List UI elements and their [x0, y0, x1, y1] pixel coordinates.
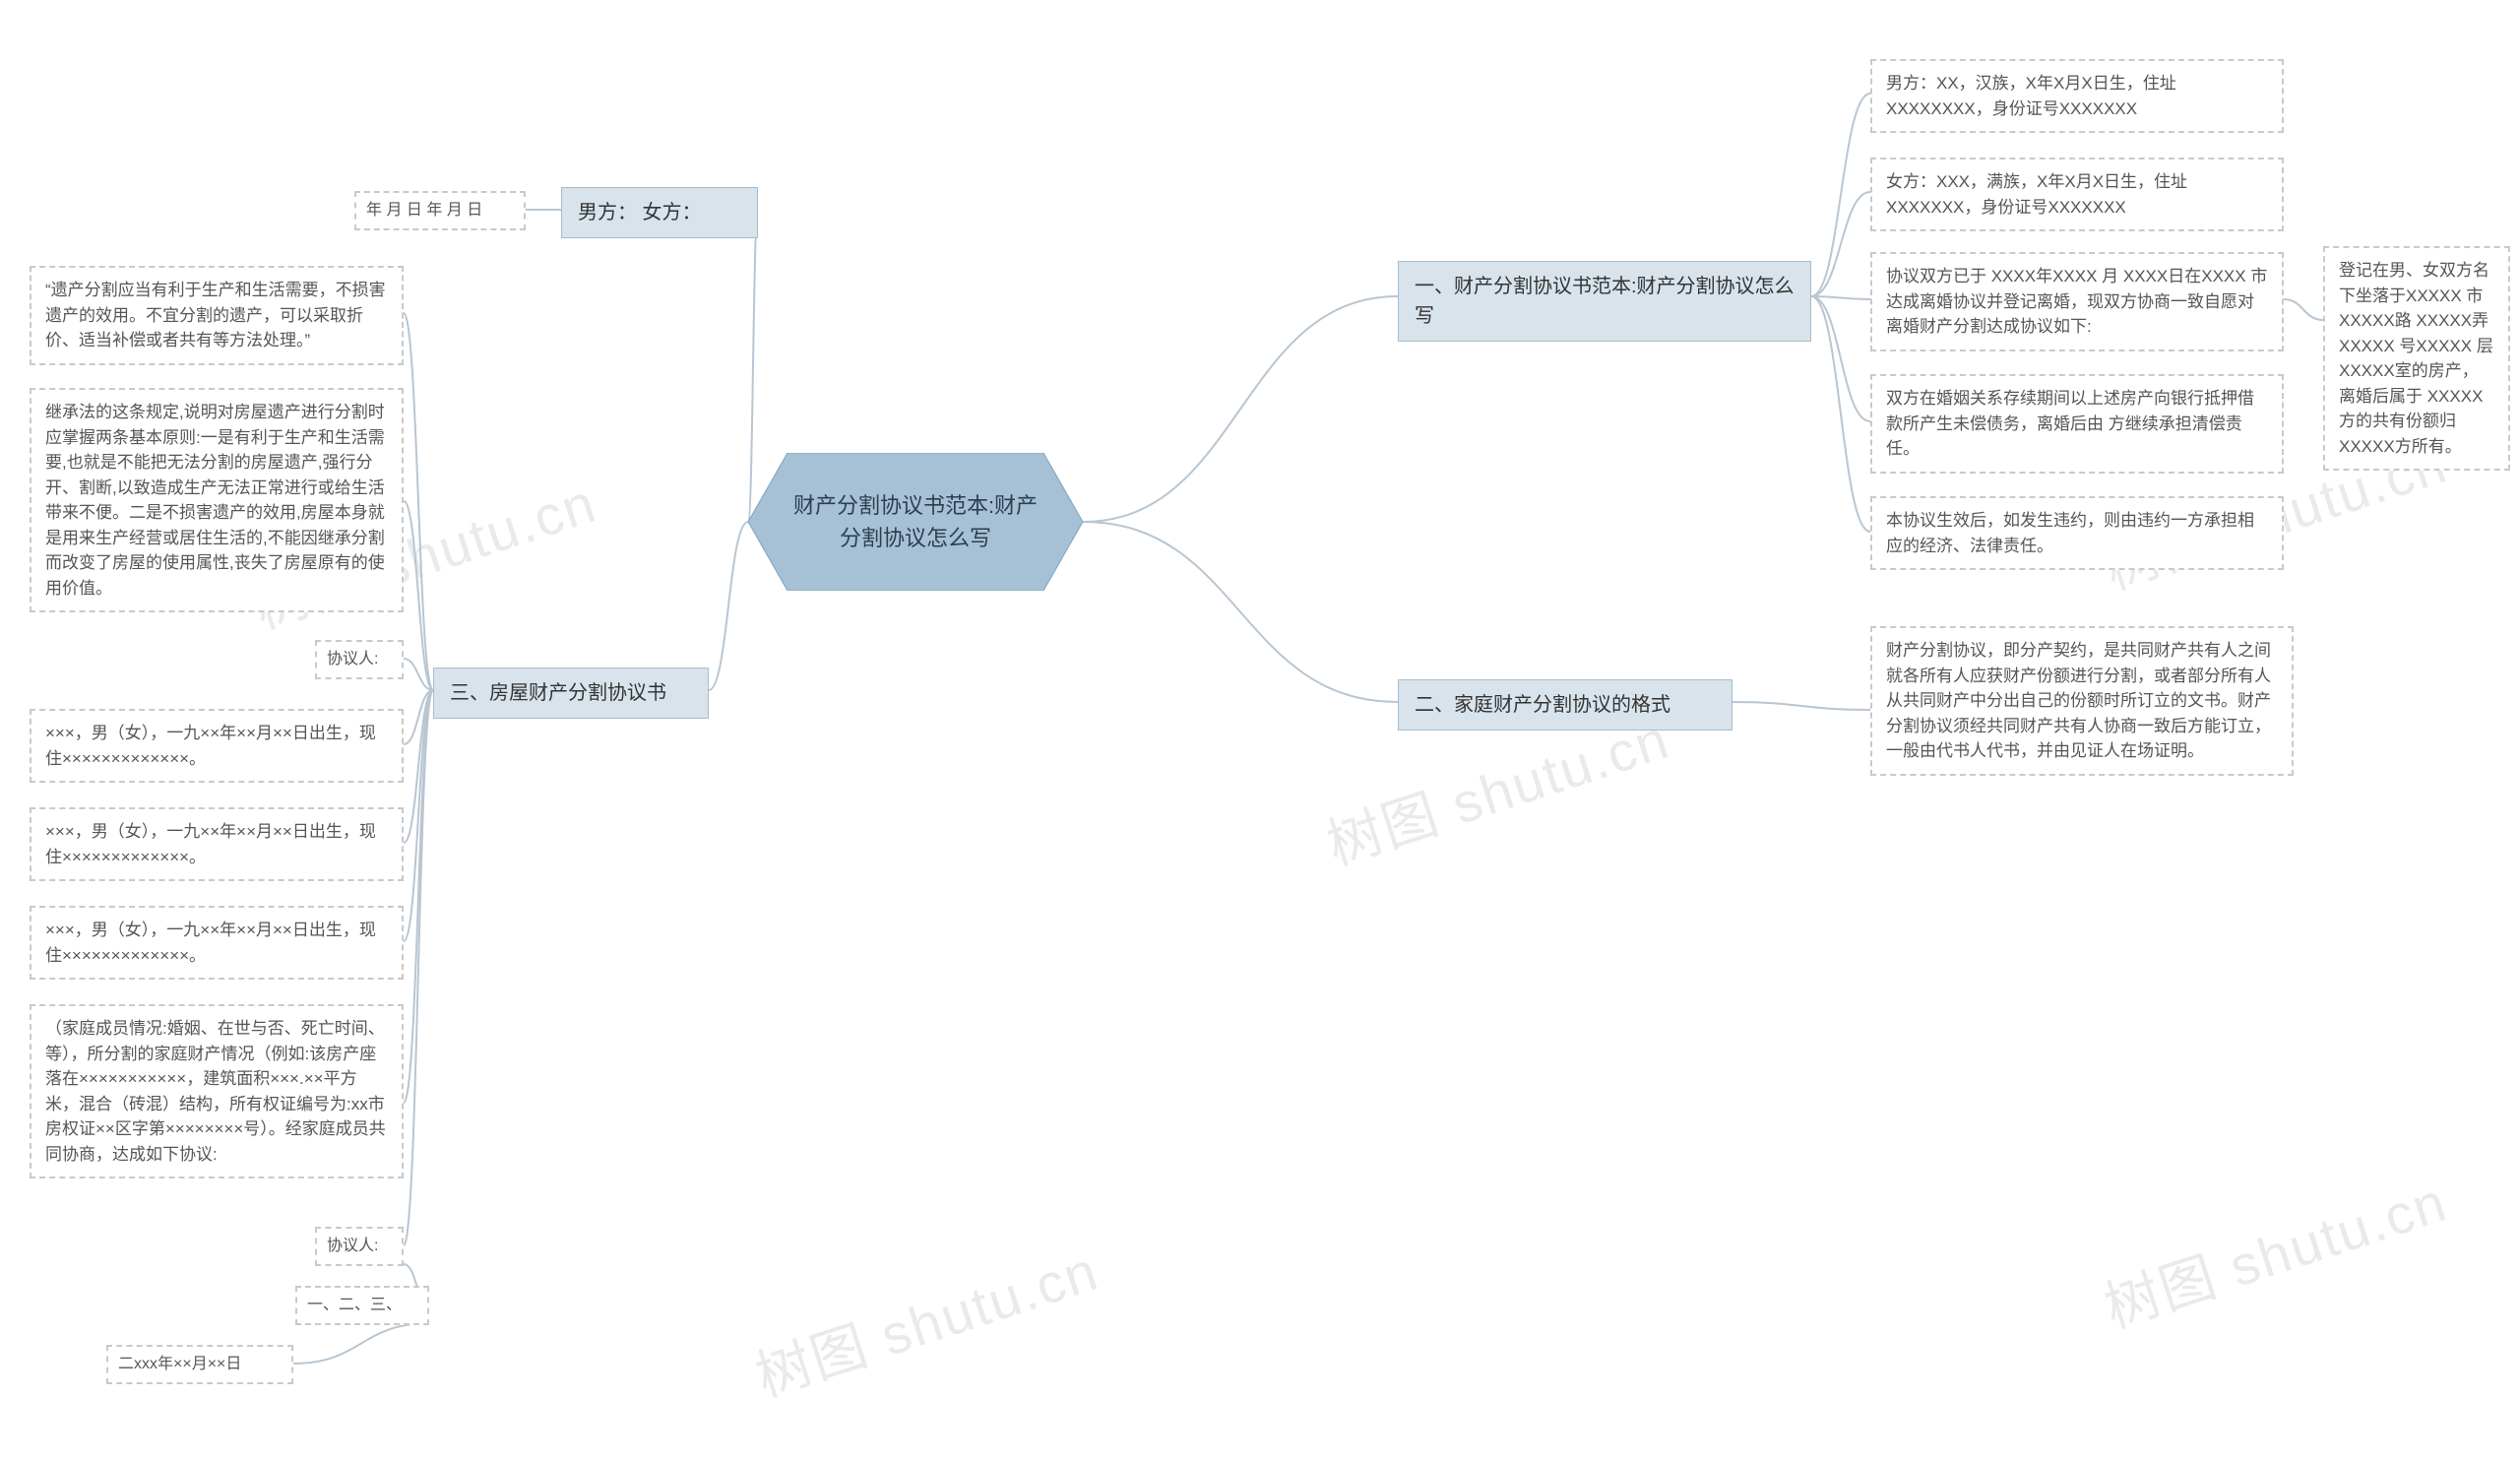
leaf-b1-5[interactable]: 本协议生效后，如发生违约，则由违约一方承担相应的经济、法律责任。 — [1870, 496, 2284, 570]
root-label: 财产分割协议书范本:财产分割协议怎么写 — [748, 453, 1083, 591]
leaf-b2-1[interactable]: 财产分割协议，即分产契约，是共同财产共有人之间就各所有人应获财产份额进行分割，或… — [1870, 626, 2294, 776]
leaf-b4-1[interactable]: 年 月 日 年 月 日 — [354, 191, 526, 230]
leaf-b3-4[interactable]: ×××，男（女），一九××年××月××日出生，现住×××××××××××××。 — [30, 709, 404, 783]
branch-4[interactable]: 男方： 女方： — [561, 187, 758, 238]
leaf-b3-8[interactable]: 协议人: — [315, 1227, 404, 1266]
leaf-b3-3[interactable]: 协议人: — [315, 640, 404, 679]
branch-1[interactable]: 一、财产分割协议书范本:财产分割协议怎么写 — [1398, 261, 1811, 342]
leaf-b1-2[interactable]: 女方：XXX，满族，X年X月X日生，住址XXXXXXX，身份证号XXXXXXX — [1870, 158, 2284, 231]
leaf-b3-7[interactable]: （家庭成员情况:婚姻、在世与否、死亡时间、等），所分割的家庭财产情况（例如:该房… — [30, 1004, 404, 1178]
leaf-b3-9[interactable]: 一、二、三、 — [295, 1286, 429, 1325]
mindmap-canvas: 树图 shutu.cn 树图 shutu.cn 树图 shutu.cn 树图 s… — [0, 0, 2520, 1463]
watermark: 树图 shutu.cn — [744, 1227, 1107, 1413]
leaf-b1-3-child[interactable]: 登记在男、女双方名下坐落于XXXXX 市 XXXXX路 XXXXX弄XXXXX … — [2323, 246, 2510, 471]
leaf-b1-3[interactable]: 协议双方已于 XXXX年XXXX 月 XXXX日在XXXX 市 达成离婚协议并登… — [1870, 252, 2284, 351]
root-node[interactable]: 财产分割协议书范本:财产分割协议怎么写 — [748, 453, 1083, 591]
leaf-b3-5[interactable]: ×××，男（女），一九××年××月××日出生，现住×××××××××××××。 — [30, 807, 404, 881]
leaf-b1-4[interactable]: 双方在婚姻关系存续期间以上述房产向银行抵押借款所产生未偿债务，离婚后由 方继续承… — [1870, 374, 2284, 474]
leaf-b1-1[interactable]: 男方：XX，汉族，X年X月X日生，住址XXXXXXXX，身份证号XXXXXXX — [1870, 59, 2284, 133]
leaf-b3-2[interactable]: 继承法的这条规定,说明对房屋遗产进行分割时应掌握两条基本原则:一是有利于生产和生… — [30, 388, 404, 612]
leaf-b3-10[interactable]: 二xxx年××月××日 — [106, 1345, 293, 1384]
leaf-b3-6[interactable]: ×××，男（女），一九××年××月××日出生，现住×××××××××××××。 — [30, 906, 404, 980]
watermark: 树图 shutu.cn — [2093, 1158, 2456, 1344]
branch-2[interactable]: 二、家庭财产分割协议的格式 — [1398, 679, 1732, 731]
branch-3[interactable]: 三、房屋财产分割协议书 — [433, 668, 709, 719]
leaf-b3-1[interactable]: “遗产分割应当有利于生产和生活需要，不损害遗产的效用。不宜分割的遗产，可以采取折… — [30, 266, 404, 365]
